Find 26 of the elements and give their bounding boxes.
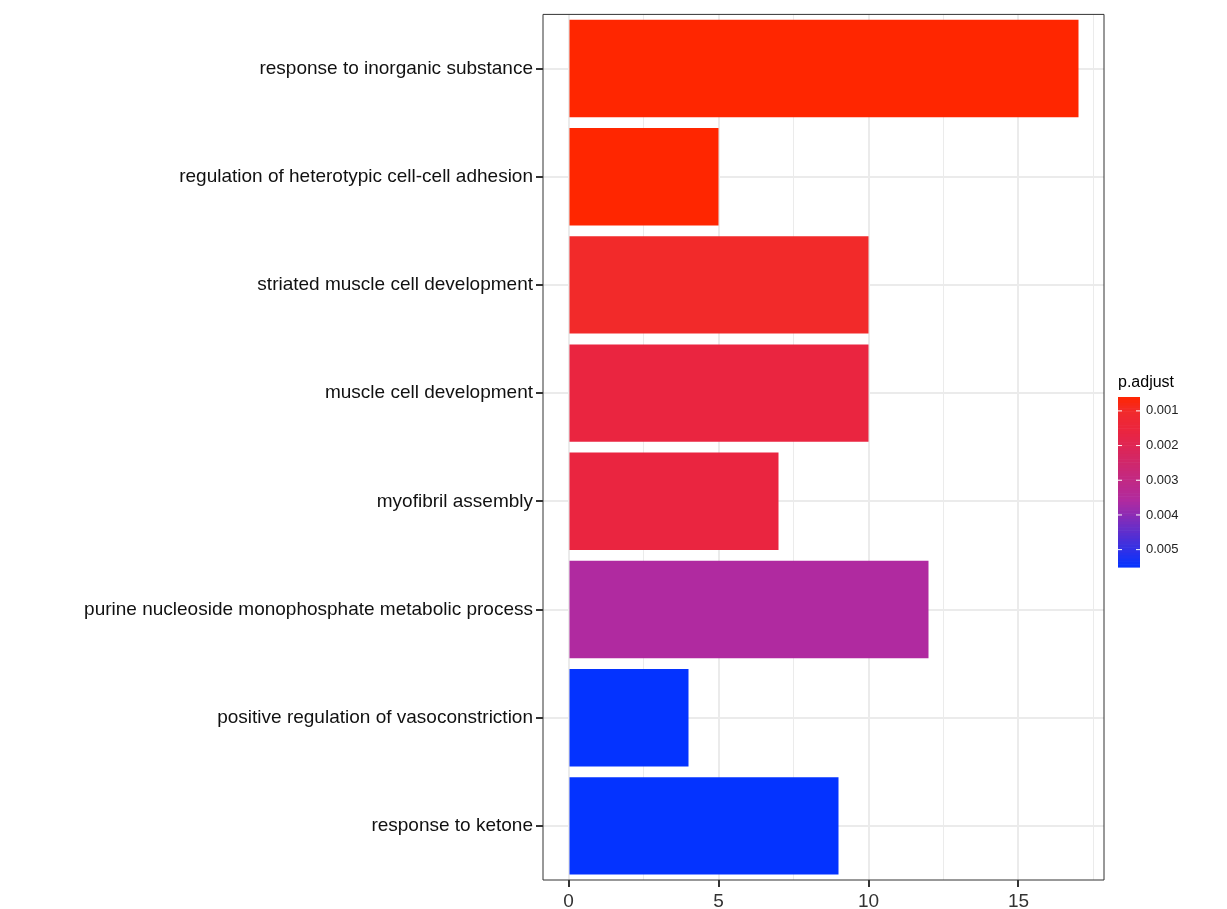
x-tick-label: 0 [563,889,574,909]
color-bar-label: 0.005 [1146,541,1179,557]
bar [569,344,869,442]
bar [569,128,719,226]
y-tick-label: muscle cell development [324,381,534,403]
y-tick-label: striated muscle cell development [257,273,534,295]
color-bar-label: 0.003 [1146,471,1179,487]
bar [569,669,689,767]
color-bar-label: 0.002 [1146,437,1179,453]
y-tick-label: regulation of heterotypic cell-cell adhesion [179,164,533,186]
bar [569,560,929,659]
x-tick-label: 10 [857,889,880,909]
color-bar-title: p.adjust [1118,373,1175,390]
color-bar-label: 0.001 [1146,402,1179,418]
y-tick-label: response to inorganic substance [259,56,533,78]
y-tick-label: positive regulation of vasoconstriction [217,705,533,727]
y-tick-label: purine nucleoside monophosphate metabolic process [84,597,533,619]
bar [569,452,779,550]
color-bar-label: 0.004 [1146,506,1179,522]
y-tick-label: response to ketone [371,814,533,836]
bar [569,777,839,875]
y-tick-label: myofibril assembly [376,489,534,511]
x-tick-label: 15 [1007,889,1030,909]
x-tick-label: 5 [713,889,724,909]
bar [569,236,869,334]
bar [569,19,1079,118]
